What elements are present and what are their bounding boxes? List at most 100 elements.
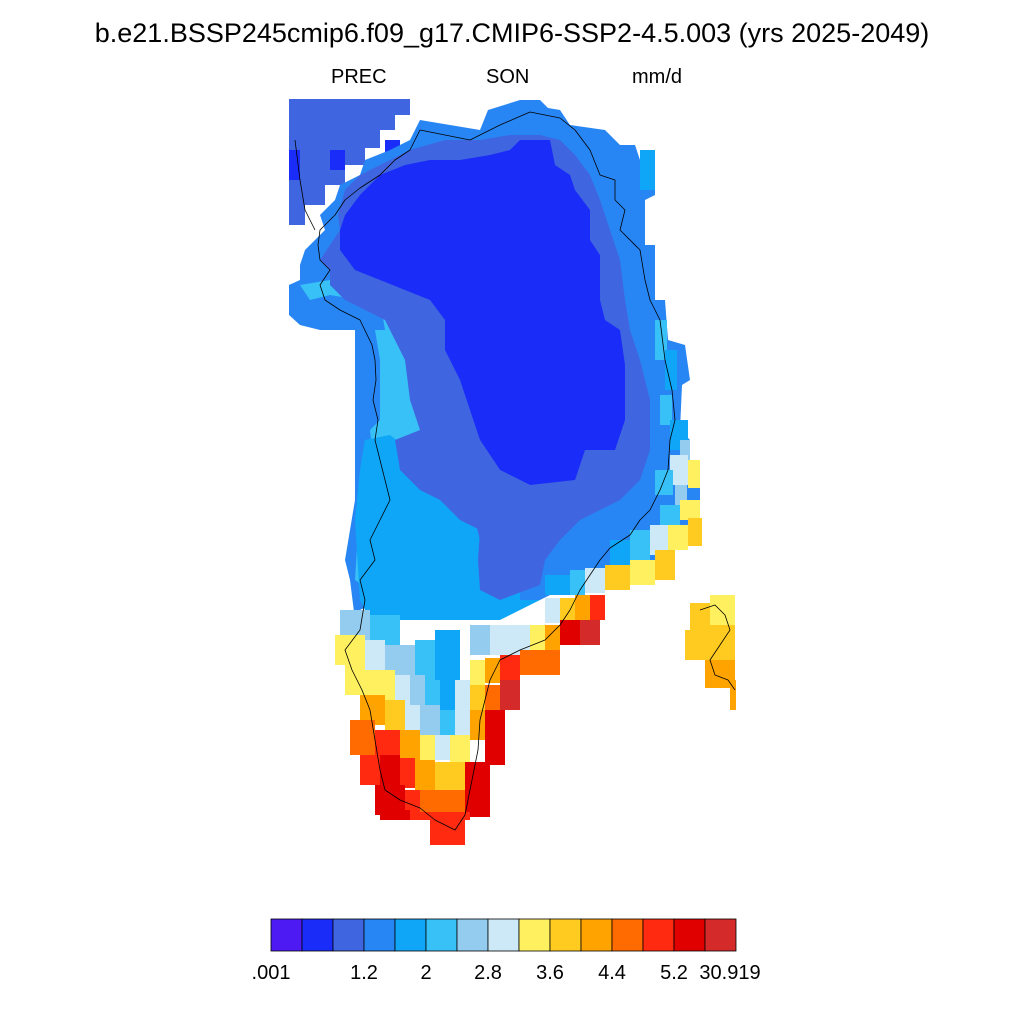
colorbar-swatch bbox=[425, 918, 458, 952]
field-cell bbox=[685, 630, 710, 660]
colorbar-swatch bbox=[580, 918, 613, 952]
field-cell bbox=[680, 440, 690, 460]
colorbar-tick-label: 5.2 bbox=[660, 962, 688, 984]
season-label: SON bbox=[486, 66, 530, 88]
field-cell bbox=[630, 560, 655, 585]
field-cell bbox=[485, 710, 505, 765]
field-cell bbox=[445, 790, 465, 815]
field-cell bbox=[400, 730, 420, 760]
field-cell bbox=[530, 625, 545, 650]
field-cell bbox=[335, 635, 365, 665]
field-cell bbox=[425, 680, 440, 705]
field-cell bbox=[655, 550, 675, 580]
field-cell bbox=[630, 530, 650, 560]
colorbar-tick-label: 2 bbox=[420, 962, 431, 984]
field-cell bbox=[420, 705, 440, 735]
field-cell bbox=[520, 650, 560, 675]
coastline bbox=[294, 111, 736, 831]
field-cell bbox=[420, 735, 435, 760]
colorbar-tick-label: 1.2 bbox=[350, 962, 378, 984]
colorbar-swatch bbox=[549, 918, 582, 952]
south-tip bbox=[335, 610, 490, 845]
field-cell bbox=[580, 620, 600, 645]
colorbar-swatch bbox=[673, 918, 706, 952]
colorbar-swatch bbox=[518, 918, 551, 952]
field-cell bbox=[590, 595, 605, 620]
field-cell bbox=[350, 720, 375, 755]
field-cell bbox=[665, 350, 677, 390]
field-cell bbox=[455, 680, 470, 710]
field-cell bbox=[395, 675, 410, 705]
field-cell bbox=[440, 710, 455, 735]
field-cell bbox=[485, 658, 500, 683]
field-cell bbox=[455, 710, 470, 735]
field-cell bbox=[365, 640, 385, 670]
field-region bbox=[420, 380, 580, 570]
field-cell bbox=[560, 620, 580, 645]
colorbar-swatch bbox=[456, 918, 489, 952]
field-cell bbox=[545, 625, 560, 650]
colorbar-swatch bbox=[394, 918, 427, 952]
field-cell bbox=[710, 595, 735, 625]
field-cell bbox=[385, 700, 405, 730]
field-cell bbox=[690, 603, 710, 633]
variable-label: PREC bbox=[331, 66, 387, 88]
field-region bbox=[340, 140, 625, 485]
field-cell bbox=[405, 705, 420, 735]
field-cell bbox=[410, 675, 425, 705]
field-cell bbox=[470, 710, 485, 740]
colorbar-tick-label: .001 bbox=[252, 962, 291, 984]
field-cell bbox=[560, 598, 575, 620]
field-cell bbox=[670, 455, 688, 485]
colorbar-labels: .001 1.2 2 2.8 3.6 4.4 5.2 30.919 bbox=[252, 962, 761, 984]
field-cell bbox=[440, 680, 455, 710]
field-cell bbox=[500, 655, 520, 680]
field-cell bbox=[500, 680, 520, 710]
east-island bbox=[685, 595, 736, 710]
colorbar-swatch bbox=[642, 918, 675, 952]
field-cell bbox=[668, 525, 688, 550]
colorbar-swatch bbox=[487, 918, 520, 952]
colorbar-tick-label: 3.6 bbox=[536, 962, 564, 984]
units-label: mm/d bbox=[632, 66, 682, 88]
field-cell bbox=[380, 810, 410, 820]
colorbar-swatch bbox=[332, 918, 365, 952]
field-cell bbox=[485, 685, 500, 715]
field-cell bbox=[660, 505, 680, 527]
colorbar-tick-label: 2.8 bbox=[474, 962, 502, 984]
field-cell bbox=[655, 470, 673, 495]
field-cell bbox=[688, 518, 702, 546]
field-cell bbox=[400, 758, 415, 788]
field-cell bbox=[410, 812, 445, 820]
field-cell bbox=[610, 540, 630, 565]
field-cell bbox=[435, 735, 450, 760]
field-cell bbox=[470, 685, 485, 710]
chart-title: b.e21.BSSP245cmip6.f09_g17.CMIP6-SSP2-4.… bbox=[94, 18, 930, 48]
field-cell bbox=[405, 790, 420, 815]
field-cell bbox=[450, 735, 470, 765]
field-cell bbox=[650, 525, 668, 555]
field-cell bbox=[585, 568, 605, 593]
field-cell bbox=[415, 640, 435, 680]
colorbar-swatch bbox=[301, 918, 334, 952]
colorbar-swatch bbox=[704, 918, 737, 952]
field-cell bbox=[435, 630, 460, 680]
field-cell bbox=[545, 598, 560, 623]
southeast-coast bbox=[455, 595, 605, 765]
field-cell bbox=[470, 660, 485, 685]
field-cell bbox=[605, 565, 630, 590]
colorbar-swatch bbox=[611, 918, 644, 952]
field-cell bbox=[545, 575, 570, 595]
field-cell bbox=[380, 755, 400, 785]
field-cell bbox=[415, 760, 435, 790]
field-cell bbox=[660, 395, 672, 425]
field-cell bbox=[730, 680, 736, 710]
colorbar-tick-label: 30.919 bbox=[699, 962, 760, 984]
colorbar-tick-label: 4.4 bbox=[598, 962, 626, 984]
field-cell bbox=[575, 595, 590, 620]
field-region bbox=[289, 99, 410, 225]
field-cell bbox=[470, 625, 490, 655]
colorbar-swatch bbox=[270, 918, 303, 952]
